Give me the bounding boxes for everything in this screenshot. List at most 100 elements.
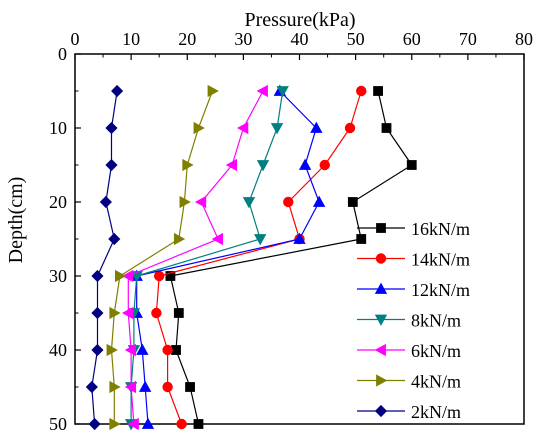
legend-item-8kn-m: 8kN/m	[357, 311, 461, 331]
data-point	[173, 308, 184, 318]
data-point	[173, 232, 186, 246]
data-point	[105, 158, 118, 172]
data-point	[225, 158, 238, 172]
data-point	[276, 86, 289, 98]
y-axis-title: Depth(cm)	[5, 177, 27, 264]
data-point	[310, 121, 323, 133]
legend-label: 4kN/m	[411, 372, 461, 392]
legend-item-2kn-m: 2kN/m	[357, 402, 461, 422]
x-tick-label: 70	[459, 29, 477, 49]
y-tick-label: 20	[49, 192, 67, 212]
data-point	[347, 197, 358, 207]
legend: 16kN/m 14kN/m 12kN/m 8kN/m 6kN/m 4kN/m 2kN/m	[357, 219, 470, 422]
data-point	[293, 232, 306, 244]
legend-label: 12kN/m	[411, 280, 470, 300]
data-point	[171, 345, 181, 355]
series-12kn-m	[130, 84, 326, 429]
y-tick-label: 10	[49, 118, 67, 138]
data-point	[242, 197, 256, 209]
data-point	[193, 419, 204, 429]
legend-marker	[376, 223, 386, 233]
x-axis-title: Pressure(kPa)	[244, 9, 355, 31]
data-point	[153, 270, 165, 282]
y-tick-label: 50	[49, 414, 67, 434]
y-tick-label: 40	[49, 340, 67, 360]
x-tick-label: 60	[403, 29, 421, 49]
x-tick-label: 20	[178, 29, 196, 49]
data-point	[121, 269, 134, 283]
data-point	[207, 84, 219, 98]
data-point	[109, 380, 121, 394]
data-point	[254, 234, 267, 246]
legend-marker	[374, 314, 388, 326]
data-point	[85, 380, 98, 394]
data-point	[124, 380, 137, 394]
series-line-2kn-m	[91, 90, 118, 425]
data-point	[319, 159, 330, 171]
data-point	[373, 86, 383, 96]
series-2kn-m	[85, 84, 124, 431]
data-point	[211, 232, 224, 246]
data-point	[356, 85, 367, 97]
data-point	[193, 121, 205, 135]
data-point	[237, 121, 249, 135]
series-14kn-m	[151, 85, 367, 430]
data-point	[182, 158, 194, 172]
data-point	[109, 417, 121, 431]
data-point	[162, 344, 173, 356]
data-point	[141, 417, 155, 429]
data-point	[138, 380, 152, 392]
x-tick-label: 0	[71, 29, 80, 49]
series-line-8kn-m	[130, 90, 284, 424]
y-tick-label: 0	[58, 44, 67, 64]
data-point	[344, 122, 356, 134]
data-point	[91, 306, 104, 320]
data-point	[88, 417, 101, 431]
y-axis-ticks: 0 10 20 30 40 50	[49, 44, 81, 434]
legend-item-14kn-m: 14kN/m	[357, 250, 470, 270]
data-point	[256, 84, 268, 98]
x-tick-label: 40	[291, 29, 309, 49]
legend-item-12kn-m: 12kN/m	[357, 280, 470, 300]
legend-item-6kn-m: 6kN/m	[357, 341, 461, 361]
data-point	[381, 123, 392, 133]
data-point	[165, 271, 176, 281]
legend-marker	[374, 404, 388, 418]
data-point	[312, 195, 326, 207]
series-group	[85, 84, 417, 431]
legend-item-16kn-m: 16kN/m	[357, 219, 470, 239]
data-point	[121, 306, 134, 320]
data-point	[256, 160, 270, 172]
legend-label: 2kN/m	[411, 402, 461, 422]
data-point	[106, 343, 118, 357]
data-point	[194, 195, 207, 209]
data-point	[91, 269, 104, 283]
data-point	[99, 195, 112, 209]
x-tick-label: 80	[515, 29, 533, 49]
series-4kn-m	[106, 84, 219, 431]
data-point	[176, 418, 187, 430]
data-point	[270, 123, 284, 135]
series-6kn-m	[121, 84, 268, 431]
data-point	[124, 343, 137, 357]
series-line-16kn-m	[169, 90, 413, 425]
series-line-12kn-m	[136, 90, 320, 425]
series-line-14kn-m	[155, 90, 362, 425]
data-point	[356, 234, 367, 244]
data-point	[91, 343, 104, 357]
data-point	[111, 84, 124, 98]
legend-marker	[374, 282, 388, 294]
y-tick-label: 30	[49, 266, 67, 286]
data-point	[298, 158, 312, 170]
data-point	[406, 160, 417, 170]
data-point	[109, 306, 121, 320]
legend-marker	[376, 374, 388, 387]
data-point	[151, 307, 162, 319]
legend-item-4kn-m: 4kN/m	[357, 372, 461, 392]
data-point	[162, 381, 173, 393]
legend-marker	[374, 343, 386, 357]
data-point	[105, 121, 118, 135]
data-point	[283, 196, 294, 208]
x-tick-label: 10	[122, 29, 140, 49]
